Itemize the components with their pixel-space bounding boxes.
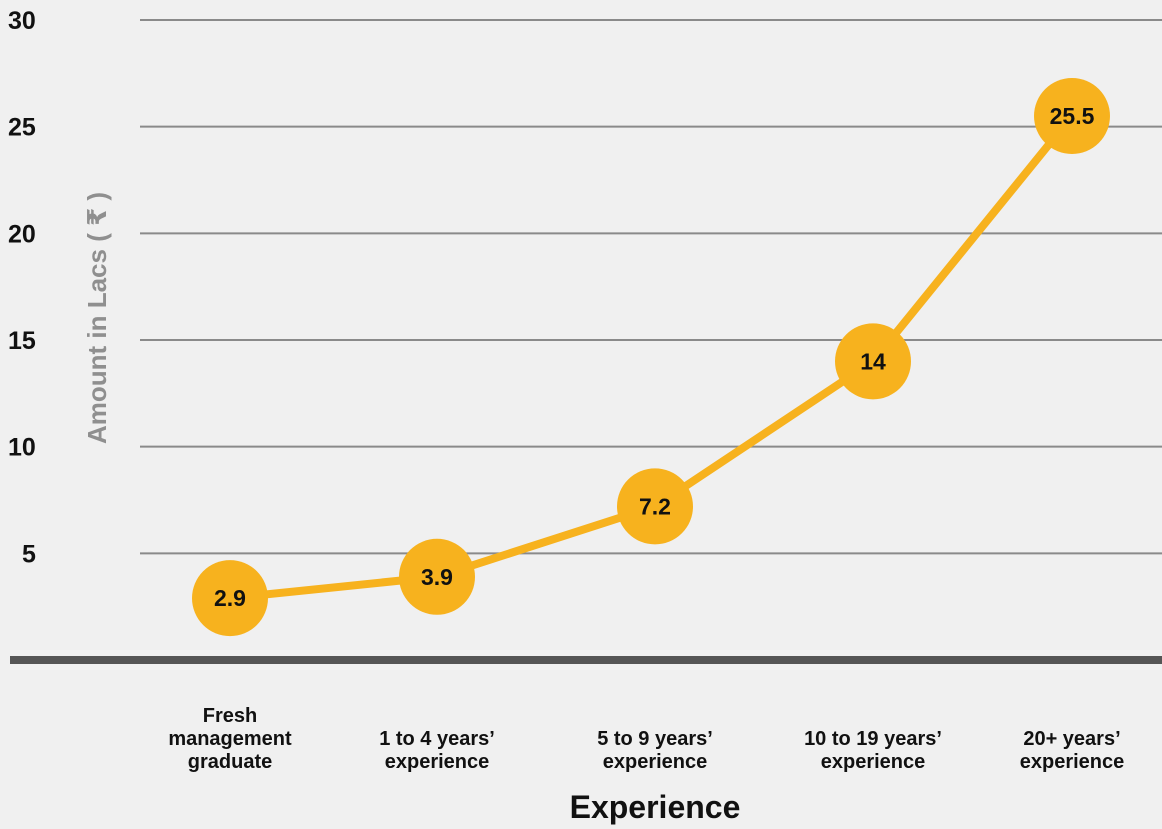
y-tick-labels: 5 10 15 20 25 30 — [8, 7, 36, 568]
x-tick-label-line: experience — [603, 751, 708, 773]
data-point-marker — [399, 538, 475, 615]
y-tick-label: 10 — [8, 434, 36, 462]
y-tick-label: 15 — [8, 327, 36, 355]
x-axis-label: Experience — [570, 789, 741, 825]
x-tick-label: 1 to 4 years’ experience — [379, 728, 495, 773]
x-tick-label-line: Fresh — [203, 705, 257, 727]
x-tick-label-line: graduate — [188, 751, 272, 773]
data-point-marker — [192, 560, 268, 637]
y-tick-label: 5 — [22, 540, 36, 568]
y-tick-label: 30 — [8, 7, 36, 35]
x-axis-baseline — [10, 656, 1162, 664]
x-tick-label: 20+ years’ experience — [1020, 728, 1125, 773]
data-points: 2.9 3.9 7.2 14 25.5 — [192, 78, 1110, 637]
y-axis-label: Amount in Lacs ( ₹ ) — [82, 192, 112, 444]
data-point-marker — [1034, 78, 1110, 154]
data-point-label: 25.5 — [1050, 103, 1095, 129]
data-point-label: 14 — [860, 348, 886, 374]
data-point-marker — [835, 323, 911, 400]
x-tick-label-line: experience — [1020, 751, 1125, 773]
y-tick-label: 25 — [8, 114, 36, 142]
x-tick-label-line: experience — [385, 751, 490, 773]
x-tick-label-line: experience — [821, 751, 926, 773]
data-point-marker — [617, 468, 693, 545]
x-tick-label-line: 1 to 4 years’ — [379, 728, 495, 750]
x-tick-label-line: 5 to 9 years’ — [597, 728, 713, 750]
y-axis-label-group: Amount in Lacs ( ₹ ) — [82, 192, 112, 444]
x-tick-label: Fresh management graduate — [168, 705, 292, 773]
data-point-label: 3.9 — [421, 564, 453, 590]
y-tick-label: 20 — [8, 220, 36, 248]
gridlines — [140, 19, 1162, 555]
x-tick-label: 5 to 9 years’ experience — [597, 728, 713, 773]
data-point-label: 2.9 — [214, 585, 246, 611]
x-tick-label-line: 10 to 19 years’ — [804, 728, 942, 750]
x-tick-label: 10 to 19 years’ experience — [804, 728, 942, 773]
x-tick-label-line: 20+ years’ — [1023, 728, 1120, 750]
data-point-label: 7.2 — [639, 493, 671, 519]
x-tick-label-line: management — [168, 728, 292, 750]
